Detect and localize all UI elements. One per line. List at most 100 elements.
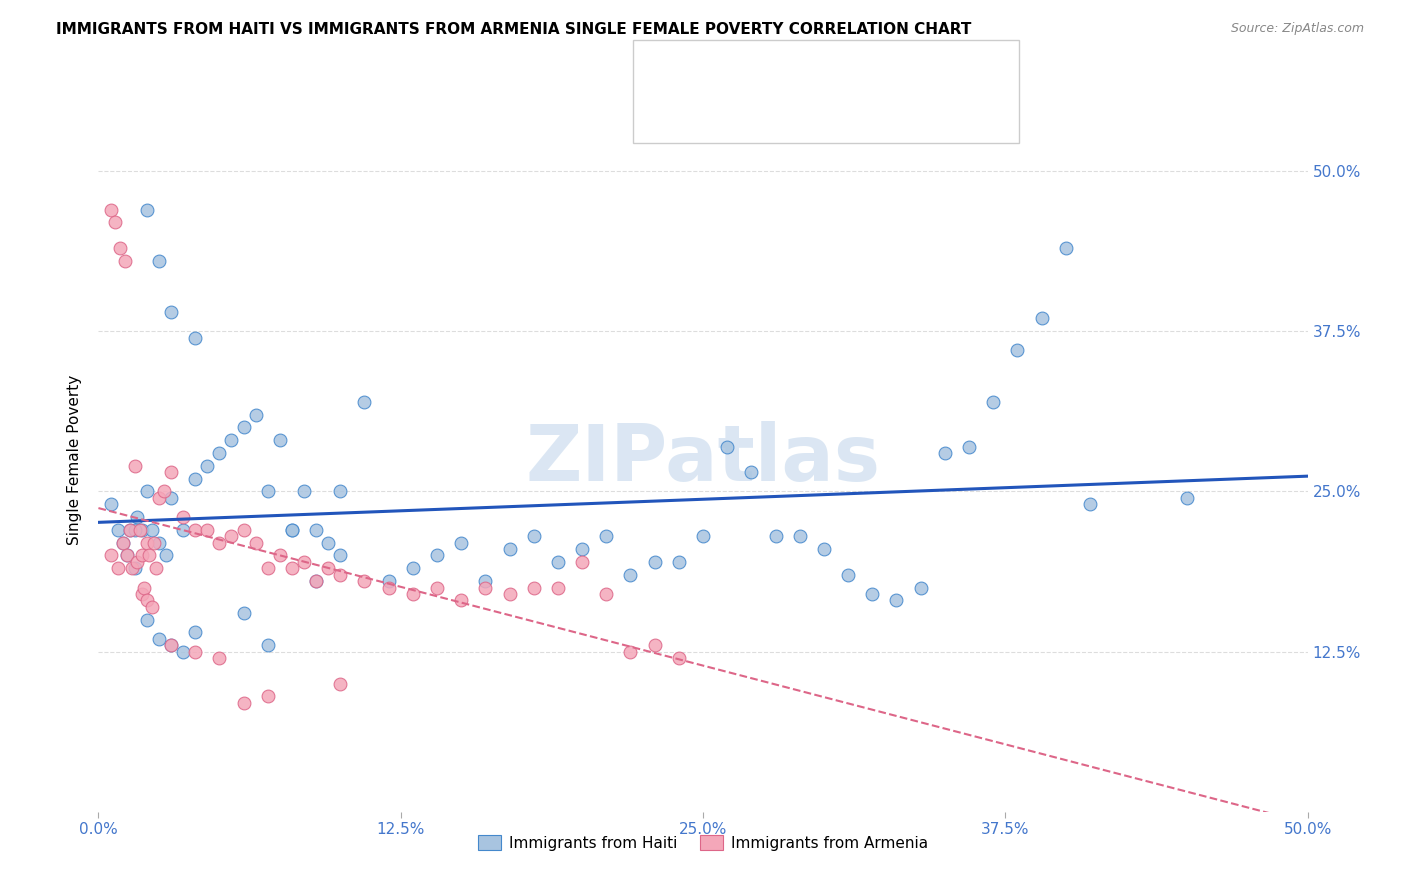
Point [305,574,328,588]
Point [127,555,149,569]
Point [117,549,139,563]
Point [107,523,129,537]
Point [104,215,127,229]
Point [160,491,183,505]
Point [281,523,304,537]
Point [619,567,641,582]
Point [256,561,278,575]
Text: R =: R = [700,62,734,77]
Point [353,394,375,409]
Point [668,651,690,665]
Point [148,253,170,268]
Point [232,606,254,620]
Point [595,587,617,601]
Point [138,549,160,563]
Point [789,529,811,543]
Point [145,561,167,575]
Point [114,253,136,268]
Text: 59: 59 [908,104,928,119]
Point [221,529,243,543]
Point [148,491,170,505]
Point [571,542,593,557]
Point [107,561,129,575]
Point [135,593,157,607]
Point [1078,497,1101,511]
Point [377,574,399,588]
Point [377,581,399,595]
Text: N =: N = [855,104,889,119]
Point [305,523,328,537]
Point [329,676,352,690]
Point [281,561,304,575]
Text: IMMIGRANTS FROM HAITI VS IMMIGRANTS FROM ARMENIA SINGLE FEMALE POVERTY CORRELATI: IMMIGRANTS FROM HAITI VS IMMIGRANTS FROM… [56,22,972,37]
Point [141,599,163,614]
Point [100,549,122,563]
Point [134,581,156,595]
Point [269,433,291,447]
Point [131,549,153,563]
Point [1175,491,1198,505]
Point [172,523,194,537]
Point [208,446,231,460]
Point [152,484,174,499]
Point [184,331,207,345]
Bar [651,55,686,85]
Point [426,549,449,563]
Point [281,523,304,537]
Point [402,587,425,601]
Point [160,305,183,319]
Point [135,484,157,499]
Point [523,529,546,543]
Point [135,202,157,217]
Point [100,202,122,217]
Point [160,465,183,479]
Point [329,484,352,499]
Point [329,567,352,582]
Point [184,644,207,658]
Point [128,523,150,537]
Text: 74: 74 [908,62,928,77]
Point [208,535,231,549]
Point [127,510,149,524]
Point [765,529,787,543]
Point [221,433,243,447]
Point [547,581,569,595]
Point [644,555,666,569]
Point [121,561,143,575]
Point [118,523,141,537]
Point [316,561,339,575]
Point [124,523,146,537]
Point [245,408,267,422]
Point [740,465,762,479]
Point [1054,241,1077,255]
Point [329,549,352,563]
Point [571,555,593,569]
Point [160,638,183,652]
Point [426,581,449,595]
Point [692,529,714,543]
Point [269,549,291,563]
Point [474,581,496,595]
Point [256,638,278,652]
Point [957,440,980,454]
Text: R =: R = [700,104,734,119]
Point [232,696,254,710]
Point [184,472,207,486]
Point [195,523,218,537]
Point [135,613,157,627]
Point [160,638,183,652]
Point [155,549,177,563]
Point [813,542,835,557]
Point [305,574,328,588]
Point [172,644,194,658]
Bar [651,97,686,127]
Point [644,638,666,652]
Point [256,484,278,499]
Point [595,529,617,543]
Y-axis label: Single Female Poverty: Single Female Poverty [67,375,83,544]
Point [111,535,134,549]
Point [292,555,315,569]
Point [910,581,932,595]
Point [523,581,546,595]
Point [981,394,1004,409]
